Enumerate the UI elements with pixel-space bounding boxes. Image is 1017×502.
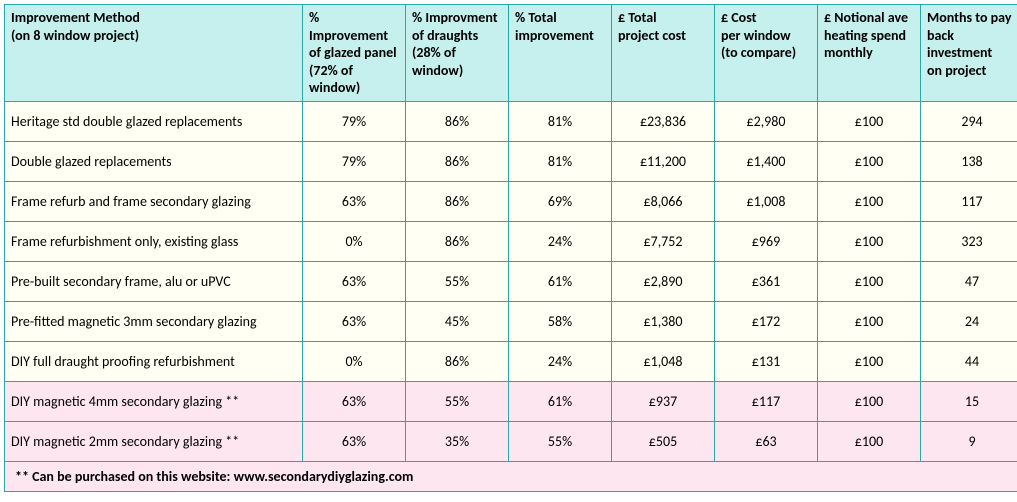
cell-project_cost: £937 [612, 381, 715, 421]
cell-glazed: 79% [303, 141, 406, 181]
table-row: DIY magnetic 4mm secondary glazing **63%… [5, 381, 1017, 421]
cell-heating: £100 [818, 381, 921, 421]
cell-payback: 15 [921, 381, 1017, 421]
cell-glazed: 0% [303, 341, 406, 381]
cell-draughts: 86% [406, 101, 509, 141]
table-row: DIY magnetic 2mm secondary glazing **63%… [5, 421, 1017, 461]
cell-draughts: 86% [406, 341, 509, 381]
cell-method: Frame refurb and frame secondary glazing [5, 181, 303, 221]
cell-draughts: 86% [406, 181, 509, 221]
cell-total_impr: 69% [509, 181, 612, 221]
cell-total_impr: 81% [509, 101, 612, 141]
cell-heating: £100 [818, 421, 921, 461]
cell-cost_window: £172 [715, 301, 818, 341]
cell-payback: 44 [921, 341, 1017, 381]
cell-method: Pre-built secondary frame, alu or uPVC [5, 261, 303, 301]
cell-method: DIY magnetic 2mm secondary glazing ** [5, 421, 303, 461]
cell-payback: 323 [921, 221, 1017, 261]
cell-project_cost: £1,048 [612, 341, 715, 381]
cell-heating: £100 [818, 301, 921, 341]
cell-heating: £100 [818, 101, 921, 141]
cell-cost_window: £361 [715, 261, 818, 301]
col-header-project_cost: £ Totalproject cost [612, 5, 715, 102]
cell-glazed: 79% [303, 101, 406, 141]
col-header-payback: Months to payback investmenton project [921, 5, 1017, 102]
col-header-total_impr: % Totalimprovement [509, 5, 612, 102]
cell-total_impr: 61% [509, 261, 612, 301]
cell-total_impr: 81% [509, 141, 612, 181]
cell-total_impr: 61% [509, 381, 612, 421]
col-header-heating: £ Notional aveheating spendmonthly [818, 5, 921, 102]
cell-cost_window: £1,400 [715, 141, 818, 181]
cell-draughts: 45% [406, 301, 509, 341]
cell-total_impr: 24% [509, 341, 612, 381]
col-header-glazed: % Improvementof glazed panel(72% of wind… [303, 5, 406, 102]
cell-method: DIY magnetic 4mm secondary glazing ** [5, 381, 303, 421]
cell-draughts: 86% [406, 221, 509, 261]
cell-heating: £100 [818, 261, 921, 301]
cell-method: Heritage std double glazed replacements [5, 101, 303, 141]
cell-total_impr: 58% [509, 301, 612, 341]
cell-project_cost: £505 [612, 421, 715, 461]
cell-project_cost: £7,752 [612, 221, 715, 261]
cell-draughts: 35% [406, 421, 509, 461]
table-row: DIY full draught proofing refurbishment0… [5, 341, 1017, 381]
cell-glazed: 63% [303, 181, 406, 221]
cell-cost_window: £2,980 [715, 101, 818, 141]
cell-glazed: 0% [303, 221, 406, 261]
cell-project_cost: £8,066 [612, 181, 715, 221]
cell-draughts: 55% [406, 261, 509, 301]
cell-heating: £100 [818, 181, 921, 221]
table-row: Frame refurbishment only, existing glass… [5, 221, 1017, 261]
cell-glazed: 63% [303, 421, 406, 461]
cell-payback: 117 [921, 181, 1017, 221]
cell-payback: 9 [921, 421, 1017, 461]
cell-draughts: 86% [406, 141, 509, 181]
table-row: Double glazed replacements79%86%81%£11,2… [5, 141, 1017, 181]
cell-heating: £100 [818, 341, 921, 381]
col-header-method: Improvement Method(on 8 window project) [5, 5, 303, 102]
cell-heating: £100 [818, 141, 921, 181]
cell-project_cost: £1,380 [612, 301, 715, 341]
table-row: Heritage std double glazed replacements7… [5, 101, 1017, 141]
cell-project_cost: £23,836 [612, 101, 715, 141]
cell-total_impr: 55% [509, 421, 612, 461]
cell-total_impr: 24% [509, 221, 612, 261]
cell-method: Pre-fitted magnetic 3mm secondary glazin… [5, 301, 303, 341]
cell-glazed: 63% [303, 261, 406, 301]
cell-glazed: 63% [303, 381, 406, 421]
cell-payback: 24 [921, 301, 1017, 341]
cell-glazed: 63% [303, 301, 406, 341]
cell-payback: 47 [921, 261, 1017, 301]
footnote: ** Can be purchased on this website: www… [5, 461, 1017, 491]
cell-method: Frame refurbishment only, existing glass [5, 221, 303, 261]
cell-payback: 138 [921, 141, 1017, 181]
cell-cost_window: £63 [715, 421, 818, 461]
col-header-draughts: % Improvmentof draughts(28% of window) [406, 5, 509, 102]
table-row: Pre-fitted magnetic 3mm secondary glazin… [5, 301, 1017, 341]
cell-payback: 294 [921, 101, 1017, 141]
cell-heating: £100 [818, 221, 921, 261]
cell-cost_window: £1,008 [715, 181, 818, 221]
table-row: Frame refurb and frame secondary glazing… [5, 181, 1017, 221]
table-row: Pre-built secondary frame, alu or uPVC63… [5, 261, 1017, 301]
cell-cost_window: £131 [715, 341, 818, 381]
comparison-table: Improvement Method(on 8 window project)%… [4, 4, 1017, 492]
cell-project_cost: £11,200 [612, 141, 715, 181]
cell-method: Double glazed replacements [5, 141, 303, 181]
cell-method: DIY full draught proofing refurbishment [5, 341, 303, 381]
col-header-cost_window: £ Costper window(to compare) [715, 5, 818, 102]
table-body: Heritage std double glazed replacements7… [5, 101, 1017, 461]
cell-cost_window: £969 [715, 221, 818, 261]
cell-draughts: 55% [406, 381, 509, 421]
cell-project_cost: £2,890 [612, 261, 715, 301]
table-header: Improvement Method(on 8 window project)%… [5, 5, 1017, 102]
cell-cost_window: £117 [715, 381, 818, 421]
